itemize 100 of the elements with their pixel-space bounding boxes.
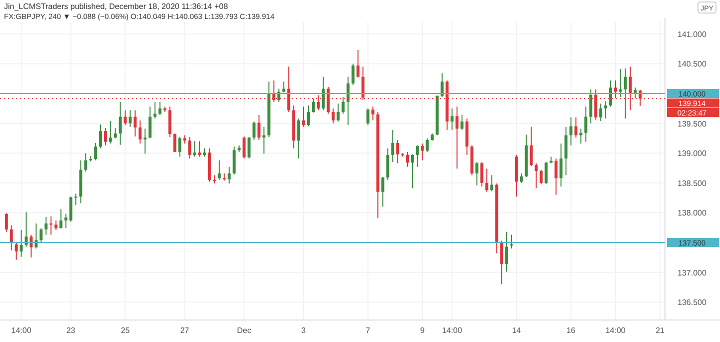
candlestick: [609, 80, 612, 108]
candlestick: [396, 140, 400, 164]
candlestick: [604, 100, 608, 120]
candlestick: [193, 140, 196, 158]
candlestick: [20, 230, 23, 258]
candlestick: [302, 106, 306, 128]
candlestick: [366, 108, 370, 126]
candlestick: [540, 169, 543, 185]
candlestick: [99, 124, 102, 149]
candlestick: [554, 158, 558, 196]
candlestick: [257, 114, 260, 141]
candlestick: [94, 142, 98, 161]
candlestick: [574, 116, 578, 138]
candlestick: [168, 106, 172, 138]
candlestick: [456, 106, 459, 170]
candlestick: [440, 72, 444, 98]
candlestick: [342, 96, 345, 114]
candlestick: [173, 132, 176, 152]
candlestick: [560, 143, 562, 187]
candlestick: [410, 154, 414, 189]
candlestick: [322, 76, 325, 111]
x-tick-label: 14: [512, 326, 522, 335]
x-tick-label: Dec: [236, 326, 252, 335]
candlestick: [352, 63, 355, 86]
candlestick: [64, 213, 68, 229]
candlestick: [530, 126, 533, 167]
y-tick-label: 139.000: [678, 149, 708, 158]
candlestick: [450, 108, 454, 130]
candlestick: [599, 103, 602, 122]
candlestick: [336, 103, 340, 122]
candlestick: [108, 120, 112, 144]
candlestick: [44, 216, 48, 236]
candlestick: [34, 222, 38, 249]
candlestick: [569, 116, 572, 146]
candlestick: [144, 128, 147, 154]
y-tick-label: 141.000: [678, 30, 708, 39]
candlestick: [30, 234, 33, 258]
candlestick: [232, 146, 236, 176]
candlestick: [505, 231, 508, 272]
candlestick: [54, 220, 58, 231]
y-tick-label: 140.500: [678, 60, 708, 69]
candlestick: [307, 104, 310, 127]
candlestick: [584, 106, 588, 142]
candlestick: [40, 228, 43, 244]
y-tick-label: 138.500: [678, 178, 708, 188]
candlestick: [391, 129, 394, 163]
candlestick: [84, 152, 88, 172]
candlestick: [128, 110, 132, 128]
candlestick: [346, 76, 350, 126]
candlestick: [356, 50, 360, 78]
candlestick: [242, 136, 246, 159]
candlestick: [416, 144, 419, 168]
x-tick-label: 9: [420, 326, 426, 335]
y-tick-label: 137.000: [678, 268, 708, 278]
candlestick: [589, 88, 592, 124]
candlestick: [158, 101, 162, 116]
candlestick: [69, 196, 72, 222]
x-tick-label: 3: [301, 326, 306, 335]
chart-title: Jin_LCMSTraders published, December 18, 2020 11:36:14 +08: [4, 2, 228, 11]
candlestick: [262, 126, 266, 154]
x-tick-label: 16: [566, 326, 576, 335]
candlestick: [198, 140, 202, 158]
candlestick: [520, 172, 523, 184]
candlestick: [248, 136, 251, 159]
candlestick: [104, 128, 107, 146]
candlestick: [475, 162, 478, 186]
candlestick: [118, 101, 122, 146]
candlestick: [490, 174, 494, 192]
candlestick: [59, 208, 62, 229]
candlestick: [148, 106, 152, 139]
candlestick: [624, 68, 627, 120]
candlestick: [114, 128, 117, 139]
y-tick-label: 136.500: [678, 298, 708, 308]
x-tick-label: 27: [180, 326, 190, 335]
candlestick: [14, 242, 18, 260]
candlestick: [500, 240, 504, 285]
candlestick: [420, 143, 424, 161]
candlestick: [426, 138, 429, 152]
candlestick: [634, 87, 637, 99]
candlestick: [124, 110, 127, 126]
candlestick: [297, 118, 300, 159]
candlestick: [480, 162, 484, 187]
y-tick-label: 139.500: [678, 119, 708, 128]
candlestick: [406, 151, 409, 168]
x-tick-label: 25: [120, 326, 130, 335]
x-tick-label: 14:00: [442, 326, 463, 335]
candlestick: [138, 120, 142, 144]
candlestick: [544, 162, 548, 185]
candlestick: [188, 136, 192, 159]
candlestick: [10, 224, 13, 251]
candlestick: [312, 98, 315, 114]
candlestick: [564, 126, 568, 176]
candlestick: [386, 148, 390, 180]
x-tick-label: 23: [66, 326, 76, 335]
candlestick: [4, 212, 8, 232]
candlestick: [134, 110, 137, 137]
candlestick: [218, 160, 221, 180]
x-tick-label: 14:00: [605, 326, 626, 335]
candlestick: [154, 101, 156, 120]
candlestick: [252, 121, 256, 141]
